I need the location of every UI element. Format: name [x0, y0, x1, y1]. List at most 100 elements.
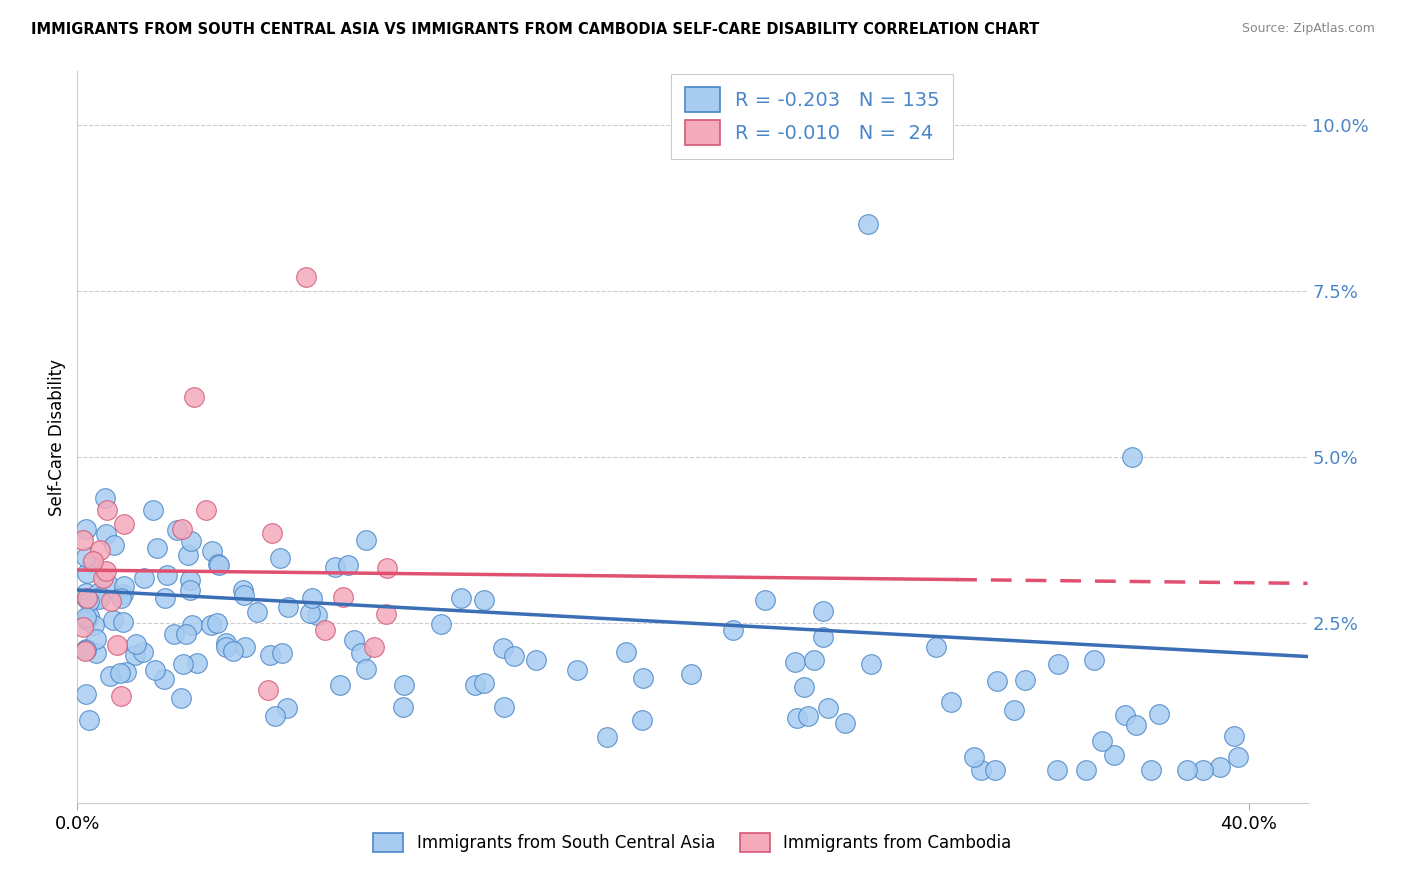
- Point: [186, 656, 208, 670]
- Point: [271, 646, 294, 660]
- Point: [1047, 657, 1070, 671]
- Point: [132, 571, 155, 585]
- Point: [143, 663, 166, 677]
- Point: [277, 599, 299, 614]
- Point: [96, 526, 118, 541]
- Point: [110, 690, 132, 704]
- Point: [1227, 750, 1250, 764]
- Point: [75, 522, 97, 536]
- Point: [596, 730, 619, 744]
- Point: [1046, 763, 1069, 777]
- Point: [450, 591, 472, 605]
- Point: [77, 713, 100, 727]
- Point: [474, 676, 496, 690]
- Point: [314, 624, 336, 638]
- Point: [76, 591, 98, 605]
- Point: [222, 644, 245, 658]
- Point: [177, 548, 200, 562]
- Point: [72, 620, 94, 634]
- Point: [797, 709, 820, 723]
- Point: [363, 640, 385, 655]
- Point: [1223, 729, 1246, 743]
- Point: [721, 624, 744, 638]
- Point: [299, 607, 322, 621]
- Point: [75, 610, 97, 624]
- Point: [984, 763, 1007, 777]
- Point: [858, 217, 880, 231]
- Point: [87, 585, 110, 599]
- Point: [103, 538, 125, 552]
- Point: [1125, 718, 1147, 732]
- Point: [1208, 760, 1230, 774]
- Point: [112, 615, 135, 629]
- Point: [72, 533, 94, 547]
- Point: [215, 640, 238, 654]
- Point: [233, 640, 256, 654]
- Point: [96, 576, 118, 591]
- Point: [963, 750, 986, 764]
- Point: [75, 585, 97, 599]
- Point: [96, 564, 118, 578]
- Point: [75, 641, 97, 656]
- Point: [77, 609, 100, 624]
- Point: [1121, 450, 1143, 464]
- Point: [172, 657, 194, 672]
- Point: [246, 605, 269, 619]
- Y-axis label: Self-Care Disability: Self-Care Disability: [48, 359, 66, 516]
- Point: [98, 669, 121, 683]
- Point: [631, 671, 654, 685]
- Point: [494, 700, 516, 714]
- Point: [111, 587, 134, 601]
- Point: [1139, 763, 1161, 777]
- Point: [115, 665, 138, 679]
- Point: [155, 591, 177, 606]
- Point: [77, 594, 100, 608]
- Point: [681, 666, 703, 681]
- Point: [783, 655, 806, 669]
- Point: [803, 653, 825, 667]
- Text: IMMIGRANTS FROM SOUTH CENTRAL ASIA VS IMMIGRANTS FROM CAMBODIA SELF-CARE DISABIL: IMMIGRANTS FROM SOUTH CENTRAL ASIA VS IM…: [31, 22, 1039, 37]
- Point: [91, 570, 114, 584]
- Point: [391, 700, 413, 714]
- Point: [100, 593, 122, 607]
- Point: [232, 582, 254, 597]
- Point: [859, 657, 882, 671]
- Point: [89, 590, 111, 604]
- Point: [941, 695, 963, 709]
- Point: [350, 646, 373, 660]
- Point: [83, 618, 105, 632]
- Point: [153, 673, 176, 687]
- Point: [156, 568, 179, 582]
- Point: [630, 713, 652, 727]
- Point: [834, 715, 856, 730]
- Point: [200, 617, 222, 632]
- Point: [183, 390, 205, 404]
- Point: [215, 636, 238, 650]
- Point: [332, 590, 354, 604]
- Point: [96, 503, 118, 517]
- Point: [124, 648, 146, 662]
- Point: [142, 502, 165, 516]
- Text: Source: ZipAtlas.com: Source: ZipAtlas.com: [1241, 22, 1375, 36]
- Point: [256, 682, 278, 697]
- Point: [793, 681, 815, 695]
- Point: [337, 558, 360, 573]
- Point: [269, 550, 291, 565]
- Point: [170, 690, 193, 705]
- Point: [89, 543, 111, 558]
- Point: [146, 541, 169, 555]
- Point: [1102, 748, 1125, 763]
- Point: [110, 591, 132, 606]
- Point: [179, 583, 201, 598]
- Point: [524, 653, 547, 667]
- Point: [503, 649, 526, 664]
- Point: [329, 678, 352, 692]
- Point: [84, 632, 107, 647]
- Point: [1091, 733, 1114, 747]
- Point: [174, 627, 197, 641]
- Point: [181, 618, 204, 632]
- Point: [276, 701, 298, 715]
- Point: [754, 593, 776, 607]
- Point: [105, 638, 128, 652]
- Point: [375, 607, 398, 622]
